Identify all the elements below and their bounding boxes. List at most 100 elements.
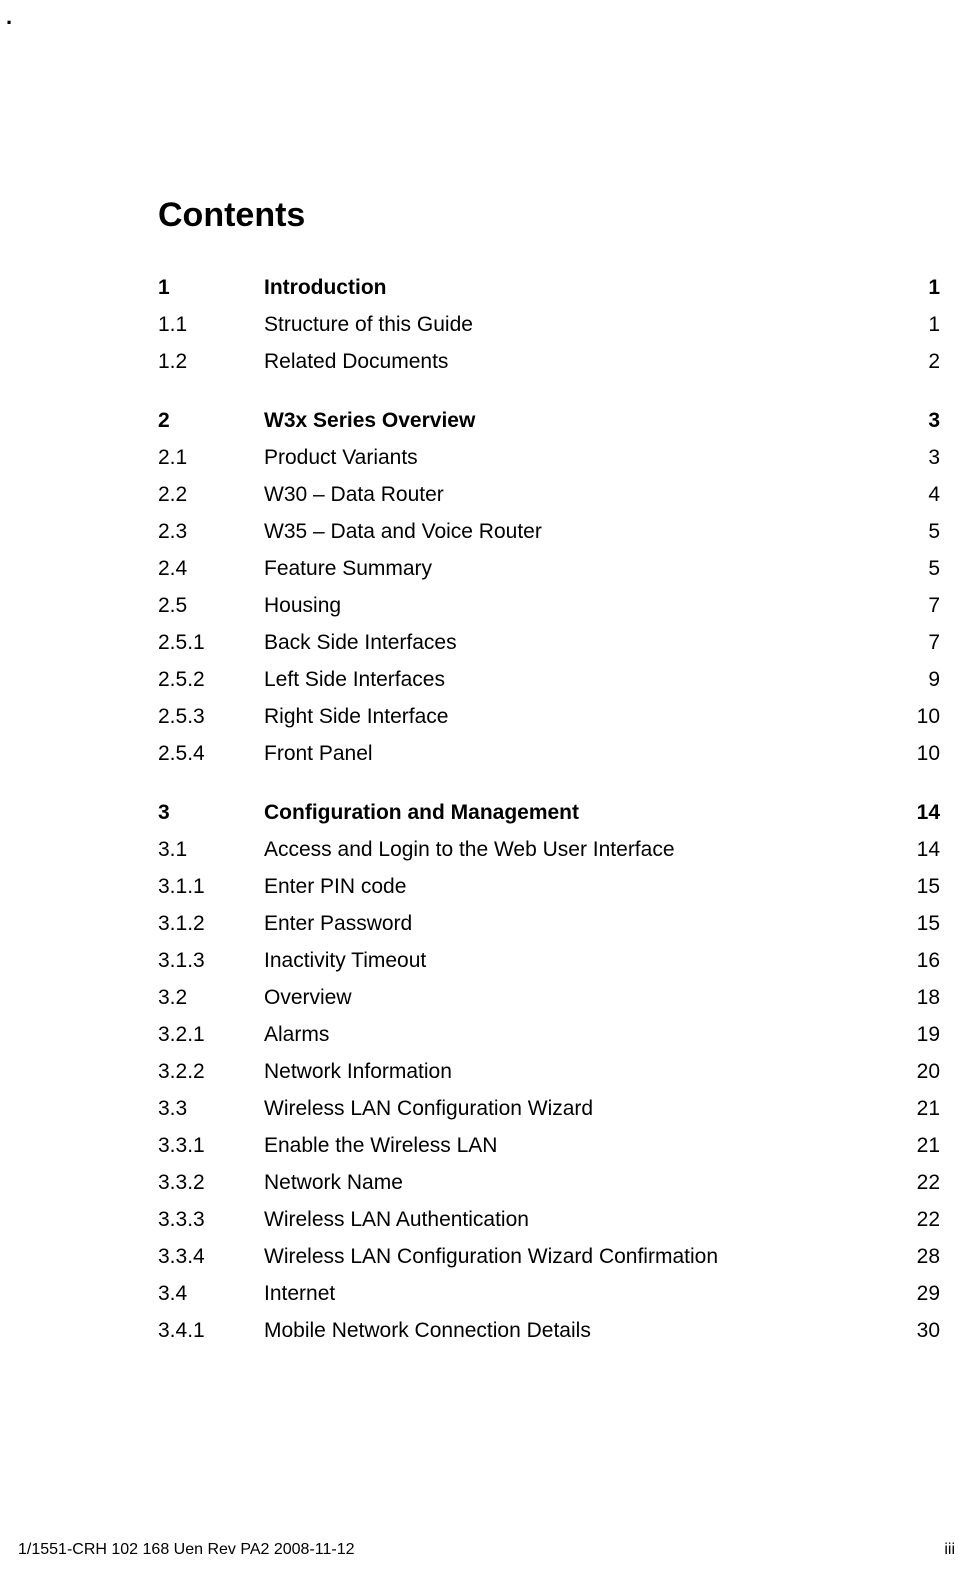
toc-page: 1: [910, 314, 940, 335]
toc-number: 3.3.1: [158, 1135, 264, 1156]
toc-title: Mobile Network Connection Details: [264, 1320, 910, 1341]
toc-title: Wireless LAN Authentication: [264, 1209, 910, 1230]
toc-row: 1Introduction1: [158, 277, 940, 298]
toc-number: 3.3.4: [158, 1246, 264, 1267]
toc-page: 21: [910, 1098, 940, 1119]
toc-number: 2.5.1: [158, 632, 264, 653]
toc-number: 3.2.1: [158, 1024, 264, 1045]
toc-title: Configuration and Management: [264, 802, 910, 823]
toc-title: Left Side Interfaces: [264, 669, 910, 690]
toc-number: 2: [158, 410, 264, 431]
toc-row: 3.4.1Mobile Network Connection Details30: [158, 1320, 940, 1341]
toc-row: 3.1.3Inactivity Timeout16: [158, 950, 940, 971]
toc-page: 5: [910, 558, 940, 579]
toc-page: 10: [910, 743, 940, 764]
toc-row: 2.5.3Right Side Interface10: [158, 706, 940, 727]
toc-number: 2.5.4: [158, 743, 264, 764]
toc-title: Network Information: [264, 1061, 910, 1082]
toc-page: 22: [910, 1209, 940, 1230]
toc-title: Back Side Interfaces: [264, 632, 910, 653]
toc-row: 3Configuration and Management14: [158, 802, 940, 823]
toc-row: 3.1Access and Login to the Web User Inte…: [158, 839, 940, 860]
contents-heading: Contents: [158, 196, 940, 235]
toc-number: 1.2: [158, 351, 264, 372]
toc-title: Alarms: [264, 1024, 910, 1045]
toc-title: Front Panel: [264, 743, 910, 764]
toc-page: 15: [910, 913, 940, 934]
toc-row: 2W3x Series Overview3: [158, 410, 940, 431]
toc-title: Right Side Interface: [264, 706, 910, 727]
toc-number: 3.3: [158, 1098, 264, 1119]
toc-number: 3.2.2: [158, 1061, 264, 1082]
toc-page: 22: [910, 1172, 940, 1193]
toc-number: 2.5.3: [158, 706, 264, 727]
toc-page: 2: [910, 351, 940, 372]
toc-title: Network Name: [264, 1172, 910, 1193]
toc-row: 1.1Structure of this Guide1: [158, 314, 940, 335]
toc-number: 2.4: [158, 558, 264, 579]
toc-title: Wireless LAN Configuration Wizard Confir…: [264, 1246, 910, 1267]
toc-number: 3.3.3: [158, 1209, 264, 1230]
toc-page: 19: [910, 1024, 940, 1045]
toc-page: 9: [910, 669, 940, 690]
toc-row: 3.4Internet29: [158, 1283, 940, 1304]
toc-title: Related Documents: [264, 351, 910, 372]
toc-number: 3: [158, 802, 264, 823]
toc-list: 1Introduction11.1Structure of this Guide…: [158, 277, 940, 1341]
toc-number: 3.4: [158, 1283, 264, 1304]
toc-page: 10: [910, 706, 940, 727]
toc-title: W35 – Data and Voice Router: [264, 521, 910, 542]
toc-title: Introduction: [264, 277, 910, 298]
toc-row: 3.2.1Alarms19: [158, 1024, 940, 1045]
toc-row: 3.3.4Wireless LAN Configuration Wizard C…: [158, 1246, 940, 1267]
toc-page: 15: [910, 876, 940, 897]
toc-page: 7: [910, 632, 940, 653]
toc-title: Wireless LAN Configuration Wizard: [264, 1098, 910, 1119]
toc-row: 2.2W30 – Data Router4: [158, 484, 940, 505]
toc-page: 3: [910, 410, 940, 431]
toc-row: 2.5Housing7: [158, 595, 940, 616]
toc-number: 3.3.2: [158, 1172, 264, 1193]
toc-page: 29: [910, 1283, 940, 1304]
section-gap: [158, 388, 940, 410]
toc-number: 2.1: [158, 447, 264, 468]
toc-number: 3.1.1: [158, 876, 264, 897]
toc-row: 3.3.3Wireless LAN Authentication22: [158, 1209, 940, 1230]
toc-title: Inactivity Timeout: [264, 950, 910, 971]
toc-number: 3.2: [158, 987, 264, 1008]
toc-page: 20: [910, 1061, 940, 1082]
toc-page: 30: [910, 1320, 940, 1341]
toc-title: W30 – Data Router: [264, 484, 910, 505]
toc-row: 3.2.2Network Information20: [158, 1061, 940, 1082]
toc-number: 3.1.3: [158, 950, 264, 971]
toc-title: Enter Password: [264, 913, 910, 934]
toc-row: 3.3.2Network Name22: [158, 1172, 940, 1193]
toc-title: Internet: [264, 1283, 910, 1304]
toc-page: 7: [910, 595, 940, 616]
toc-number: 3.1.2: [158, 913, 264, 934]
toc-row: 1.2Related Documents2: [158, 351, 940, 372]
toc-number: 1.1: [158, 314, 264, 335]
toc-row: 2.4Feature Summary5: [158, 558, 940, 579]
toc-row: 3.3Wireless LAN Configuration Wizard21: [158, 1098, 940, 1119]
toc-number: 2.3: [158, 521, 264, 542]
section-gap: [158, 780, 940, 802]
toc-title: Enter PIN code: [264, 876, 910, 897]
toc-title: Housing: [264, 595, 910, 616]
toc-title: Enable the Wireless LAN: [264, 1135, 910, 1156]
toc-row: 3.1.2Enter Password15: [158, 913, 940, 934]
toc-number: 2.5: [158, 595, 264, 616]
footer-page-number: iii: [944, 1541, 955, 1559]
toc-row: 3.2Overview18: [158, 987, 940, 1008]
page: . Contents 1Introduction11.1Structure of…: [0, 0, 973, 1573]
toc-row: 2.5.4Front Panel10: [158, 743, 940, 764]
footer-left-text: 1/1551-CRH 102 168 Uen Rev PA2 2008-11-1…: [18, 1541, 355, 1559]
toc-row: 2.1Product Variants3: [158, 447, 940, 468]
toc-title: Feature Summary: [264, 558, 910, 579]
toc-page: 16: [910, 950, 940, 971]
toc-page: 4: [910, 484, 940, 505]
toc-row: 2.3W35 – Data and Voice Router5: [158, 521, 940, 542]
toc-page: 18: [910, 987, 940, 1008]
toc-title: Product Variants: [264, 447, 910, 468]
toc-number: 1: [158, 277, 264, 298]
